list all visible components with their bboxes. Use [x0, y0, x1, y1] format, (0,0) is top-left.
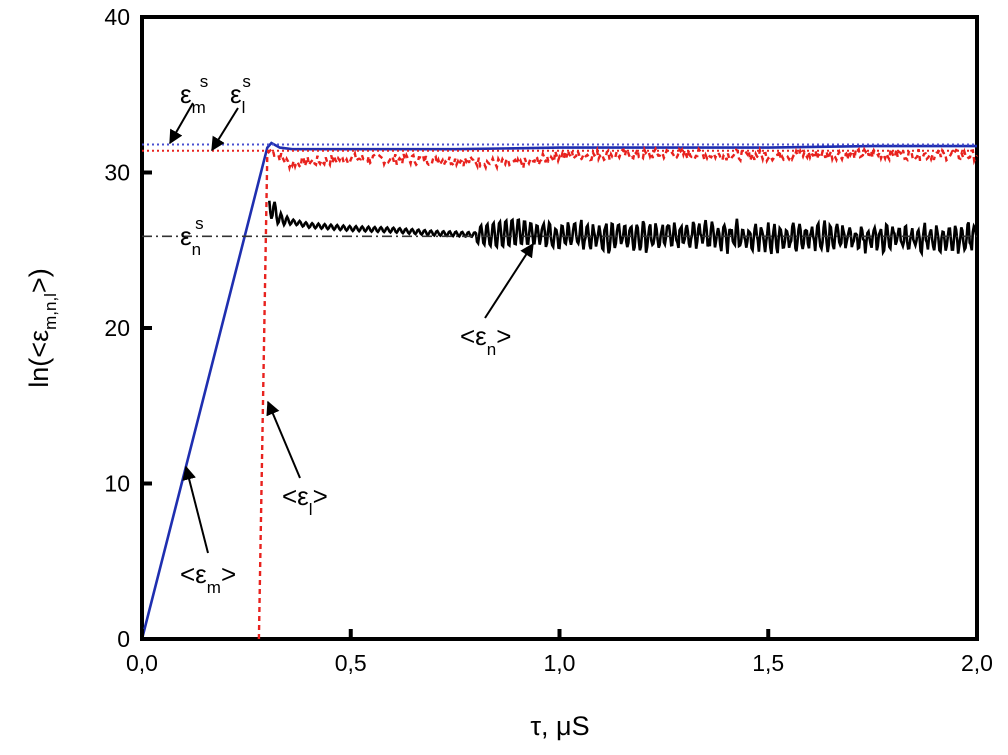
- y-axis-title-sub: m,n,l: [41, 293, 60, 330]
- y-axis-title-suffix: >): [24, 268, 54, 293]
- annotation-eps-m-s: εms: [180, 72, 208, 117]
- x-axis-title: τ, μS: [530, 711, 589, 741]
- ticks-layer: 0,0 0,5 1,0 1,5 2,0 0 10 20 30 40: [104, 4, 993, 676]
- arrow-avg-m: [182, 465, 209, 554]
- arrow-avg-l: [266, 400, 301, 479]
- y-axis-title: ln(<εm,n,l>): [24, 268, 60, 387]
- arrow-eps-m-s: [169, 102, 194, 145]
- annotation-avg-l: <εl>: [282, 481, 328, 519]
- x-tick-label: 1,5: [752, 650, 784, 676]
- y-tick-label: 40: [104, 4, 130, 30]
- x-tick-label: 1,0: [544, 650, 576, 676]
- annotation-avg-m: <εm>: [180, 559, 236, 597]
- x-tick-label: 0,0: [126, 650, 158, 676]
- annotation-eps-l-s: εls: [230, 72, 251, 117]
- series-line-1: [257, 144, 978, 640]
- arrow-avg-n: [484, 242, 534, 319]
- series-layer: [140, 141, 979, 640]
- y-axis-title-prefix: ln(<ε: [24, 330, 54, 388]
- y-tick-label: 30: [104, 160, 130, 186]
- arrow-eps-l-s: [211, 107, 239, 152]
- series-line-0: [140, 141, 977, 640]
- x-tick-label: 2,0: [961, 650, 993, 676]
- annotation-eps-n-s: εns: [180, 214, 204, 259]
- y-tick-label: 10: [104, 471, 130, 497]
- annotation-avg-n: <εn>: [460, 321, 511, 359]
- y-tick-label: 20: [104, 315, 130, 341]
- plot-frame: [140, 15, 979, 641]
- y-tick-label: 0: [117, 626, 130, 652]
- series-line-2: [268, 200, 979, 258]
- x-tick-label: 0,5: [335, 650, 367, 676]
